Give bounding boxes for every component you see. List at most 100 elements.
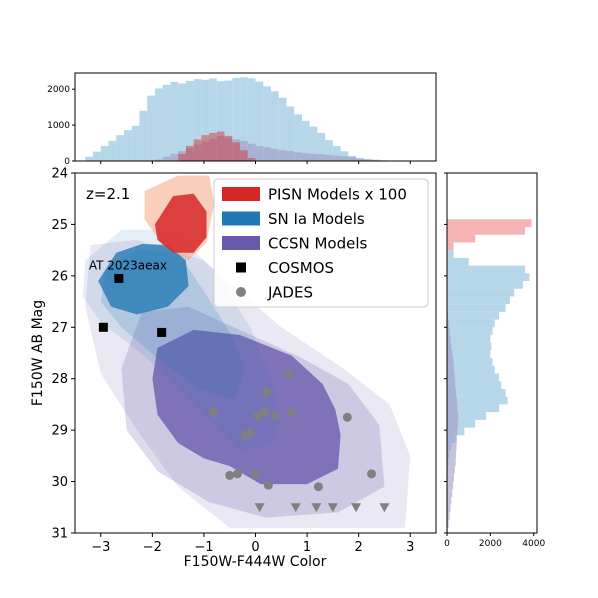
right-hist-bar [447,242,454,251]
right-histogram-bars [447,219,532,533]
top-hist-bar [270,91,279,161]
top-hist-bar [193,139,202,161]
top-hist-bar [263,86,271,161]
right-hist-bar [447,504,451,513]
top-hist-bar [294,152,302,161]
top-hist-bar [154,159,163,161]
x-tick-label: 3 [406,540,414,555]
right-hist-bar [447,389,457,397]
top-hist-bar [278,97,287,161]
top-histogram: 0 1000 2000 [47,72,437,167]
jades-point [253,411,263,421]
right-hist-bar [447,389,506,397]
legend-label: JADES [267,284,313,302]
top-hist-bar [139,110,148,161]
cosmos-point [157,327,167,337]
top-hist-bar [185,145,194,161]
top-hist-bar [301,153,310,161]
jades-point [260,407,270,417]
top-hist-bar [201,135,210,161]
top-hist-bar [209,78,217,161]
jades-point [270,411,280,421]
right-histogram: 0 2000 4000 [444,172,545,549]
top-hist-y-tick-label: 0 [64,157,70,167]
top-hist-bar [224,135,233,161]
x-tick-label: 0 [251,540,259,555]
upper-limit-point [311,503,322,513]
right-hist-bar [447,304,506,312]
top-histogram-bars [85,77,388,161]
top-hist-bar [131,125,140,161]
jades-point [232,469,242,479]
x-tick-label: −1 [194,540,213,555]
right-hist-bar [447,427,458,436]
right-hist-bar [447,335,491,343]
top-hist-bar [178,153,186,161]
y-tick-label: 25 [51,218,68,233]
right-hist-bar [447,342,492,351]
top-hist-bar [85,156,94,161]
top-hist-y-tick-label: 1000 [47,121,70,131]
top-hist-bar [216,131,225,161]
top-hist-bar [232,78,241,161]
right-hist-bar [447,234,476,243]
top-hist-bar [309,153,318,161]
right-hist-bar [447,481,454,490]
top-hist-bar [356,158,364,161]
top-hist-bar [247,158,256,161]
density-pisn-models-x-100-core [154,193,207,253]
source-label-at2023aeax: AT 2023aeax [89,258,167,272]
legend-label: COSMOS [268,259,334,277]
right-hist-bar [447,497,452,505]
y-tick-label: 31 [51,527,68,542]
right-hist-bar [447,404,500,413]
x-axis-label: F150W-F444W Color [184,554,327,570]
top-hist-bar [224,138,233,161]
density-sn-ia-models-core [98,244,189,315]
legend-swatch [222,236,260,250]
right-hist-bar [447,365,455,374]
top-hist-bar [185,80,194,161]
legend-marker-square [236,262,246,273]
top-hist-bar [286,106,295,161]
top-hist-bar [185,148,194,161]
top-hist-bar [201,79,210,161]
top-hist-bar [116,135,124,161]
top-hist-bar [240,140,248,161]
right-hist-bar [447,373,500,382]
top-hist-y-tick-label: 2000 [47,85,70,95]
top-hist-bar [240,150,248,161]
right-hist-bar [447,311,500,320]
right-hist-bar [447,404,458,413]
top-hist-bar [108,140,117,161]
upper-limit-point [327,503,338,513]
x-tick-label: −2 [143,540,162,555]
top-hist-bar [363,158,372,161]
right-hist-bar [447,419,458,428]
y-tick-label: 29 [51,424,68,439]
jades-point [251,469,260,479]
right-hist-bar [447,466,455,474]
right-hist-bar [447,358,493,366]
jades-point [367,469,377,479]
right-hist-bar [447,396,457,405]
right-hist-bar [447,381,456,389]
top-hist-bar [255,81,264,161]
top-hist-bar [255,145,264,161]
right-hist-bar [447,365,495,374]
top-hist-bar [278,150,287,161]
right-hist-bar [447,381,502,389]
top-hist-bar [332,145,341,161]
right-hist-bar [447,473,454,482]
jades-point [313,482,323,492]
y-tick-label: 27 [51,321,68,336]
top-hist-bar [247,143,256,161]
right-hist-bar [447,412,459,420]
jades-point [208,407,218,417]
y-tick-label: 26 [51,269,68,284]
jades-point [245,428,255,438]
right-hist-bar [447,350,491,359]
right-hist-bar [447,443,457,451]
